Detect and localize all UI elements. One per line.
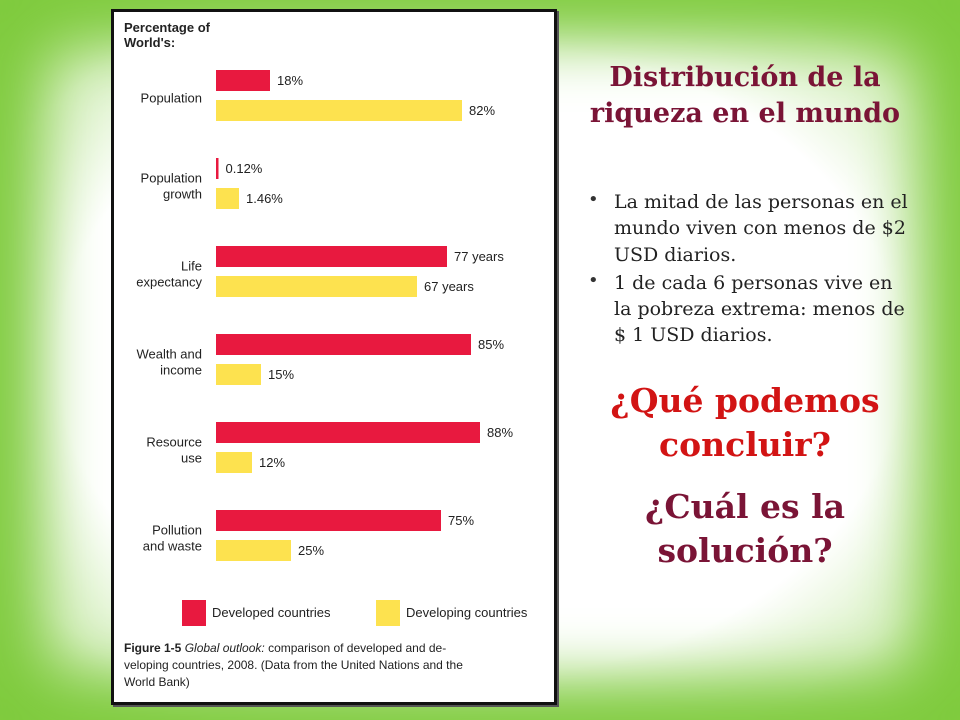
legend-swatch-developing [376,600,400,626]
data-label-developing: 15% [268,367,294,382]
bullet-item: 1 de cada 6 personas vive en la pobreza … [588,269,910,349]
data-label-developing: 82% [469,103,495,118]
legend-swatch-developed [182,600,206,626]
category-label: growth [163,187,202,202]
bar-developed [216,510,441,531]
figure-caption: Figure 1-5 Global outlook: comparison of… [124,641,446,655]
category-label: expectancy [136,275,202,290]
bar-developed [216,246,447,267]
data-label-developed: 18% [277,73,303,88]
slide-title: Distribución de la riqueza en el mundo [589,62,901,129]
legend-label-developed: Developed countries [212,605,331,620]
question-conclusion: ¿Qué podemos concluir? [610,380,880,464]
bullet-list: La mitad de las personas en el mundo viv… [580,188,910,349]
text-panel: Distribución de la riqueza en el mundo L… [580,60,910,573]
bar-developing [216,452,252,473]
bar-developing [216,364,261,385]
category-label: Wealth and [136,347,202,362]
legend-label-developing: Developing countries [406,605,528,620]
data-label-developed: 0.12% [226,161,263,176]
chart-heading: World's: [124,35,175,50]
data-label-developing: 67 years [424,279,474,294]
category-label: Population [141,171,202,186]
bar-developed [216,422,480,443]
bar-developing [216,540,291,561]
category-label: Resource [146,435,202,450]
data-label-developed: 85% [478,337,504,352]
chart-figure: Percentage of World's: Population 18% 82% Pop… [111,9,557,705]
category-label: Pollution [152,523,202,538]
bar-developed [216,334,471,355]
figure-caption-line: World Bank) [124,675,190,689]
bar-developed [216,70,270,91]
data-label-developing: 12% [259,455,285,470]
category-label: Population [141,91,202,106]
category-label: and waste [143,539,202,554]
data-label-developed: 75% [448,513,474,528]
data-label-developing: 25% [298,543,324,558]
bar-developing [216,276,417,297]
data-label-developed: 77 years [454,249,504,264]
category-label: Life [181,259,202,274]
category-label: income [160,363,202,378]
bar-developing [216,188,239,209]
data-label-developed: 88% [487,425,513,440]
category-label: use [181,451,202,466]
question-solution: ¿Cuál es la solución? [645,487,845,571]
chart-heading: Percentage of [124,20,211,35]
figure-caption-line: veloping countries, 2008. (Data from the… [124,658,463,672]
bullet-item: La mitad de las personas en el mundo viv… [588,188,910,268]
bar-developed [216,158,219,179]
data-label-developing: 1.46% [246,191,283,206]
bar-developing [216,100,462,121]
